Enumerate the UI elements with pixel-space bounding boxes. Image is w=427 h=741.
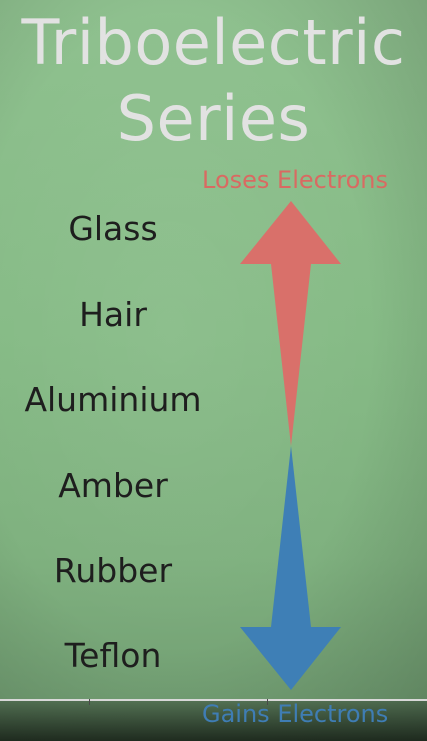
material-aluminium: Aluminium bbox=[24, 380, 202, 419]
loses-electrons-arrow bbox=[240, 201, 341, 446]
material-amber: Amber bbox=[58, 466, 168, 505]
title-line-1: Triboelectric bbox=[21, 6, 406, 79]
title-line-2: Series bbox=[116, 82, 311, 155]
loses-electrons-label: Loses Electrons bbox=[202, 166, 388, 194]
progress-tick bbox=[267, 699, 268, 705]
gains-electrons-label: Gains Electrons bbox=[202, 700, 389, 728]
material-glass: Glass bbox=[68, 209, 158, 248]
progress-tick bbox=[89, 699, 90, 705]
material-hair: Hair bbox=[79, 295, 147, 334]
gains-electrons-arrow bbox=[240, 446, 341, 690]
video-progress-bar[interactable] bbox=[0, 701, 427, 741]
material-teflon: Teflon bbox=[64, 636, 162, 675]
material-rubber: Rubber bbox=[53, 551, 173, 590]
video-progress-track[interactable] bbox=[0, 699, 427, 701]
